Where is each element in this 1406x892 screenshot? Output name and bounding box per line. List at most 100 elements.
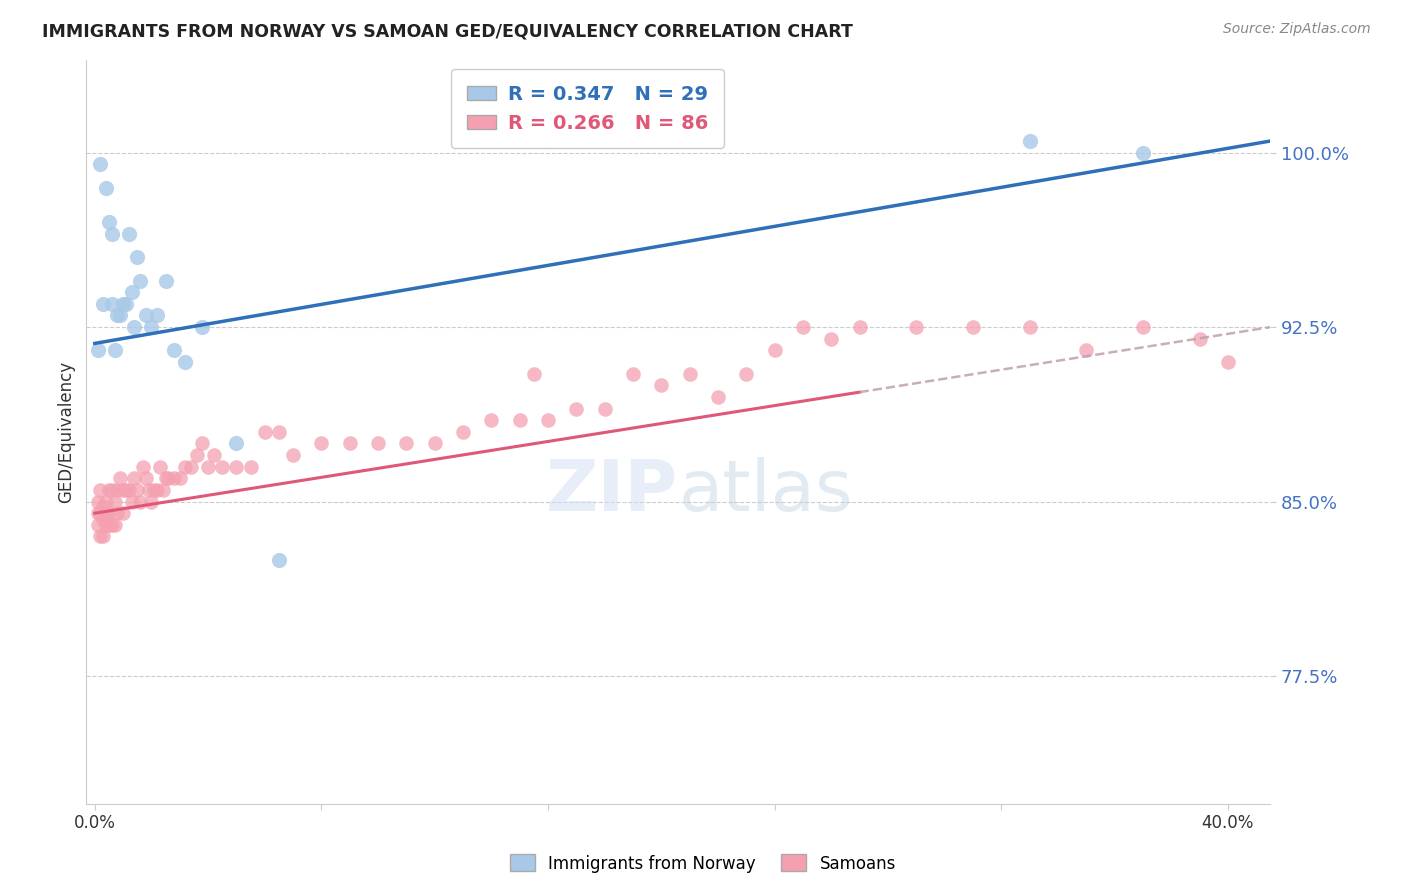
Point bbox=[138, 483, 160, 497]
Point bbox=[267, 425, 290, 439]
Point bbox=[91, 500, 114, 514]
Point bbox=[565, 401, 588, 416]
Point bbox=[537, 134, 560, 148]
Legend: Immigrants from Norway, Samoans: Immigrants from Norway, Samoans bbox=[503, 847, 903, 880]
Point bbox=[129, 494, 152, 508]
Point bbox=[132, 459, 155, 474]
Point bbox=[1076, 343, 1098, 358]
Point bbox=[89, 157, 111, 171]
Point bbox=[191, 436, 214, 450]
Point bbox=[91, 529, 114, 543]
Point bbox=[211, 459, 233, 474]
Point bbox=[115, 297, 138, 311]
Point bbox=[650, 378, 672, 392]
Point bbox=[101, 227, 124, 241]
Point bbox=[107, 506, 129, 520]
Point bbox=[395, 436, 418, 450]
Point bbox=[135, 309, 157, 323]
Point bbox=[94, 494, 117, 508]
Point bbox=[101, 517, 124, 532]
Point bbox=[174, 355, 197, 369]
Point bbox=[86, 494, 108, 508]
Point bbox=[1188, 332, 1211, 346]
Point bbox=[225, 459, 247, 474]
Point bbox=[146, 309, 169, 323]
Point bbox=[281, 448, 304, 462]
Point bbox=[905, 320, 928, 334]
Point bbox=[110, 309, 132, 323]
Point bbox=[679, 367, 702, 381]
Point bbox=[141, 494, 163, 508]
Point bbox=[94, 180, 117, 194]
Point bbox=[848, 320, 870, 334]
Point bbox=[141, 320, 163, 334]
Text: atlas: atlas bbox=[678, 457, 852, 526]
Y-axis label: GED/Equivalency: GED/Equivalency bbox=[58, 360, 75, 503]
Text: ZIP: ZIP bbox=[546, 457, 678, 526]
Point bbox=[155, 471, 177, 485]
Point bbox=[121, 494, 143, 508]
Point bbox=[97, 483, 120, 497]
Point bbox=[86, 343, 108, 358]
Point bbox=[707, 390, 730, 404]
Point bbox=[225, 436, 247, 450]
Point bbox=[146, 483, 169, 497]
Point bbox=[86, 517, 108, 532]
Point bbox=[1018, 320, 1040, 334]
Point bbox=[174, 459, 197, 474]
Point bbox=[89, 483, 111, 497]
Point bbox=[89, 506, 111, 520]
Point bbox=[112, 297, 135, 311]
Point bbox=[479, 413, 502, 427]
Point bbox=[523, 367, 546, 381]
Point bbox=[97, 506, 120, 520]
Point bbox=[118, 227, 141, 241]
Point bbox=[101, 483, 124, 497]
Point bbox=[1132, 320, 1154, 334]
Point bbox=[191, 320, 214, 334]
Point bbox=[97, 215, 120, 229]
Text: IMMIGRANTS FROM NORWAY VS SAMOAN GED/EQUIVALENCY CORRELATION CHART: IMMIGRANTS FROM NORWAY VS SAMOAN GED/EQU… bbox=[42, 22, 853, 40]
Point bbox=[135, 471, 157, 485]
Point bbox=[367, 436, 389, 450]
Point bbox=[124, 471, 146, 485]
Point bbox=[143, 483, 166, 497]
Point bbox=[792, 320, 814, 334]
Point bbox=[537, 413, 560, 427]
Point bbox=[186, 448, 208, 462]
Point bbox=[129, 274, 152, 288]
Point bbox=[104, 494, 127, 508]
Point bbox=[621, 367, 644, 381]
Point bbox=[253, 425, 276, 439]
Point bbox=[118, 483, 141, 497]
Text: Source: ZipAtlas.com: Source: ZipAtlas.com bbox=[1223, 22, 1371, 37]
Point bbox=[91, 513, 114, 527]
Point bbox=[91, 297, 114, 311]
Point bbox=[180, 459, 202, 474]
Point bbox=[110, 471, 132, 485]
Point bbox=[124, 320, 146, 334]
Point bbox=[112, 483, 135, 497]
Point bbox=[339, 436, 361, 450]
Point bbox=[593, 401, 616, 416]
Point bbox=[152, 483, 174, 497]
Point bbox=[101, 297, 124, 311]
Point bbox=[94, 506, 117, 520]
Point bbox=[1018, 134, 1040, 148]
Point bbox=[163, 343, 186, 358]
Point bbox=[197, 459, 219, 474]
Point bbox=[202, 448, 225, 462]
Point bbox=[423, 436, 446, 450]
Point bbox=[107, 483, 129, 497]
Point bbox=[509, 413, 531, 427]
Point bbox=[86, 506, 108, 520]
Point bbox=[1132, 145, 1154, 160]
Point bbox=[112, 506, 135, 520]
Point bbox=[94, 517, 117, 532]
Point bbox=[267, 553, 290, 567]
Point bbox=[239, 459, 262, 474]
Point bbox=[89, 529, 111, 543]
Point bbox=[962, 320, 984, 334]
Point bbox=[104, 517, 127, 532]
Point bbox=[169, 471, 191, 485]
